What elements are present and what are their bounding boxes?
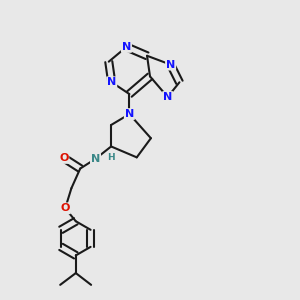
- Text: N: N: [125, 109, 134, 119]
- Text: O: O: [61, 203, 70, 213]
- Text: N: N: [107, 77, 116, 87]
- Text: N: N: [163, 92, 172, 102]
- Text: O: O: [59, 153, 68, 163]
- Text: N: N: [166, 60, 175, 70]
- Text: N: N: [91, 154, 100, 164]
- Text: H: H: [107, 153, 114, 162]
- Text: N: N: [122, 42, 131, 52]
